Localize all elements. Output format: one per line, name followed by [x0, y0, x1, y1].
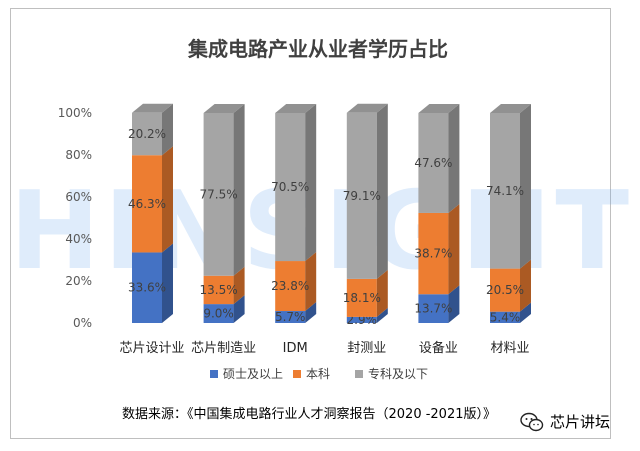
bar-side [305, 302, 317, 323]
bar-segment [275, 311, 306, 323]
bar-side [448, 203, 460, 295]
brand-mark: 芯片讲坛 [520, 412, 610, 432]
bar-column: 5.7% 23.8% 70.5% [271, 104, 317, 324]
y-tick-label: 0% [73, 316, 92, 330]
bar-segment [132, 252, 162, 323]
legend-item: 专科及以下 [355, 366, 428, 381]
bar-side [162, 146, 173, 253]
data-label: 70.5% [271, 180, 309, 194]
data-label: 33.6% [128, 281, 166, 295]
bar-side [233, 295, 245, 323]
bar-segment [275, 261, 306, 312]
bar-segment [346, 112, 377, 279]
legend-swatch [355, 370, 363, 378]
data-label: 20.5% [486, 283, 524, 297]
bar-segment [346, 278, 377, 317]
category-label: IDM [283, 341, 308, 356]
bar-top [132, 103, 173, 113]
data-label: 9.0% [203, 307, 234, 321]
data-label: 23.8% [271, 279, 309, 293]
data-label: 46.3% [128, 197, 166, 211]
bar-column: 9.0% 13.5% 77.5% [200, 104, 245, 323]
legend-swatch [293, 370, 301, 378]
y-tick-label: 60% [65, 190, 92, 204]
legend-swatch [210, 370, 218, 378]
y-tick-label: 40% [65, 232, 92, 246]
bar-top [203, 104, 245, 113]
category-label: 封测业 [347, 341, 386, 356]
bar-segment [490, 311, 520, 323]
bar-segment [418, 212, 449, 295]
chart-title: 集成电路产业从业者学历占比 [187, 37, 448, 61]
wechat-icon [520, 412, 544, 432]
bar-side [305, 252, 317, 312]
bar-side [376, 103, 388, 279]
bar-segment [203, 275, 234, 305]
bar-segment [132, 155, 162, 253]
data-label: 77.5% [200, 187, 238, 201]
data-label: 5.4% [490, 310, 521, 324]
bar-segment [275, 113, 306, 262]
bar-side [233, 266, 245, 305]
legend-label: 硕士及以上 [223, 367, 283, 381]
bar-side [448, 104, 460, 213]
y-tick-label: 100% [58, 106, 92, 120]
bar-segment [418, 113, 449, 213]
source-note: 数据来源：《中国集成电路行业人才洞察报告（2020 -2021版）》 [122, 406, 496, 422]
data-label: 18.1% [343, 291, 381, 305]
data-label: 13.7% [414, 302, 452, 316]
bar-side [448, 285, 460, 323]
y-tick-label: 80% [65, 148, 92, 162]
bar-column: 2.9%18.1%79.1% [343, 103, 388, 327]
category-label: 芯片制造业 [191, 341, 256, 356]
data-label: 47.6% [414, 156, 452, 170]
category-label: 设备业 [419, 340, 458, 356]
legend-item: 硕士及以上 [210, 367, 283, 381]
bar-top [418, 104, 460, 113]
category-label: 芯片设计业 [119, 341, 184, 356]
bar-segment [490, 268, 520, 312]
bar-side [162, 103, 173, 156]
brand-name: 芯片讲坛 [550, 413, 610, 431]
data-label: 79.1% [343, 189, 381, 203]
bar-top [490, 104, 531, 113]
bar-side [233, 104, 245, 276]
bar-segment [418, 294, 449, 323]
bar-top [346, 103, 388, 113]
category-label: 材料业 [490, 341, 529, 356]
bar-side [162, 243, 173, 323]
legend-label: 专科及以下 [368, 366, 428, 381]
y-tick-label: 20% [65, 274, 92, 288]
data-label: 20.2% [128, 127, 166, 141]
bar-segment [203, 304, 234, 323]
legend-item: 本科 [293, 367, 330, 381]
bar-segment [346, 316, 377, 323]
bar-column: 5.4% 20.5% 74.1% [486, 104, 531, 324]
bar-side [520, 104, 531, 269]
bar-side [520, 302, 531, 323]
bar-side [376, 307, 388, 323]
bar-side [520, 259, 531, 312]
data-label: 13.5% [200, 283, 238, 297]
bar-column: 33.6% 46.3% 20.2% [128, 103, 173, 323]
data-label: 38.7% [414, 247, 452, 261]
bar-segment [203, 113, 234, 276]
bar-side [305, 104, 317, 262]
legend-label: 本科 [306, 367, 330, 381]
bar-segment [132, 112, 162, 156]
data-label: 74.1% [486, 184, 524, 198]
bar-segment [490, 113, 520, 269]
bar-side [376, 269, 388, 317]
watermark-text: JIHINSIGHTS [0, 169, 640, 294]
bar-column: 13.7% 38.7% 47.6% [414, 104, 460, 323]
data-label: 5.7% [275, 310, 306, 324]
bar-top [275, 104, 317, 113]
